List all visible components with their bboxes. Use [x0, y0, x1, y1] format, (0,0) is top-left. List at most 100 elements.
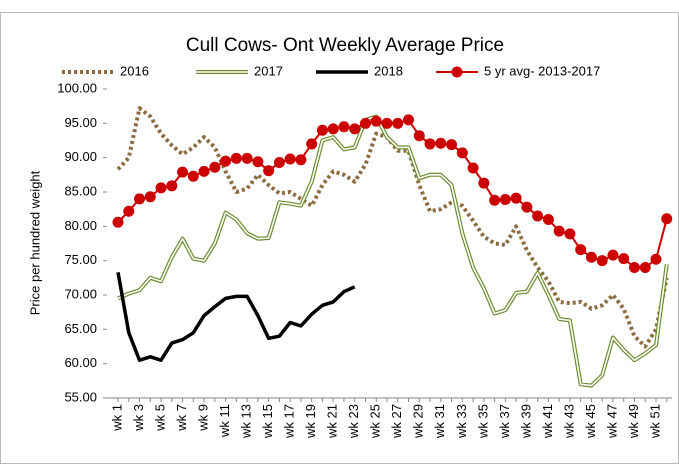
marker — [359, 117, 371, 129]
x-tick-label: wk 9 — [196, 404, 211, 432]
y-axis-title: Price per hundred weight — [27, 170, 42, 315]
marker — [575, 244, 587, 256]
marker — [263, 165, 275, 177]
x-tick-label: wk 15 — [260, 404, 275, 439]
marker — [306, 138, 318, 150]
chart-border — [0, 12, 679, 464]
x-tick-label: wk 45 — [583, 404, 598, 439]
marker — [112, 216, 124, 228]
x-tick-label: wk 51 — [647, 404, 662, 439]
x-tick-label: wk 1 — [109, 404, 124, 432]
marker — [628, 262, 640, 274]
line-series — [116, 271, 356, 362]
marker — [585, 251, 597, 263]
marker — [338, 121, 350, 133]
x-tick-label: wk 49 — [626, 404, 641, 439]
x-tick-label: wk 37 — [497, 404, 512, 439]
y-tick-label: 85.00 — [64, 183, 97, 198]
marker — [209, 161, 221, 173]
marker — [230, 152, 242, 164]
x-tick-label: wk 3 — [131, 404, 146, 432]
marker — [220, 155, 232, 167]
x-tick-label: wk 39 — [518, 404, 533, 439]
marker — [661, 213, 673, 225]
line-series — [116, 106, 669, 349]
x-tick-label: wk 17 — [282, 404, 297, 439]
marker — [489, 194, 501, 206]
marker — [532, 210, 544, 222]
x-tick-label: wk 23 — [346, 404, 361, 439]
marker — [370, 115, 382, 127]
marker — [650, 253, 662, 265]
x-tick-label: wk 29 — [411, 404, 426, 439]
marker — [618, 253, 630, 265]
marker — [510, 192, 522, 204]
marker — [607, 249, 619, 261]
marker — [327, 123, 339, 135]
x-tick-label: wk 35 — [475, 404, 490, 439]
marker — [295, 154, 307, 166]
marker — [553, 225, 565, 237]
marker — [499, 194, 511, 206]
marker — [542, 213, 554, 225]
marker — [478, 177, 490, 189]
y-tick-label: 55.00 — [64, 389, 97, 404]
marker — [166, 180, 178, 192]
line-inner — [117, 115, 668, 387]
marker — [349, 123, 361, 135]
marker — [521, 201, 533, 213]
x-tick-label: wk 47 — [604, 404, 619, 439]
marker — [144, 191, 156, 203]
y-tick-label: 70.00 — [64, 286, 97, 301]
legend-label: 2017 — [254, 63, 283, 78]
marker — [273, 156, 285, 168]
x-tick-label: wk 5 — [152, 404, 167, 432]
x-tick-label: wk 31 — [432, 404, 447, 439]
marker — [123, 205, 135, 217]
y-tick-label: 100.00 — [57, 80, 97, 95]
marker — [187, 170, 199, 182]
marker — [134, 193, 146, 205]
y-tick-label: 60.00 — [64, 355, 97, 370]
y-tick-label: 95.00 — [64, 115, 97, 130]
x-tick-label: wk 43 — [561, 404, 576, 439]
marker — [446, 139, 458, 151]
legend-label: 2016 — [120, 63, 149, 78]
y-tick-label: 65.00 — [64, 321, 97, 336]
marker — [177, 166, 189, 178]
marker — [252, 156, 264, 168]
y-tick-label: 90.00 — [64, 149, 97, 164]
x-tick-label: wk 27 — [389, 404, 404, 439]
marker — [467, 162, 479, 174]
marker — [316, 124, 328, 136]
x-tick-label: wk 7 — [174, 404, 189, 432]
y-tick-label: 75.00 — [64, 252, 97, 267]
x-tick-label: wk 33 — [454, 404, 469, 439]
x-tick-label: wk 21 — [325, 404, 340, 439]
marker — [424, 138, 436, 150]
legend-label: 5 yr avg- 2013-2017 — [484, 63, 600, 78]
marker — [564, 228, 576, 240]
x-tick-label: wk 19 — [303, 404, 318, 439]
marker — [413, 130, 425, 142]
x-tick-label: wk 41 — [540, 404, 555, 439]
marker — [381, 117, 393, 129]
marker — [392, 117, 404, 129]
chart-title: Cull Cows- Ont Weekly Average Price — [186, 35, 504, 56]
marker — [284, 153, 296, 165]
x-tick-label: wk 11 — [217, 404, 232, 438]
legend-label: 2018 — [374, 63, 403, 78]
marker — [241, 152, 253, 164]
x-tick-label: wk 13 — [239, 404, 254, 439]
marker — [155, 182, 167, 194]
x-tick-label: wk 25 — [368, 404, 383, 439]
marker — [456, 147, 468, 159]
marker — [403, 114, 415, 126]
legend-marker — [451, 66, 463, 78]
marker — [198, 165, 210, 177]
marker — [639, 262, 651, 274]
marker — [435, 137, 447, 149]
y-tick-label: 80.00 — [64, 218, 97, 233]
marker — [596, 255, 608, 267]
